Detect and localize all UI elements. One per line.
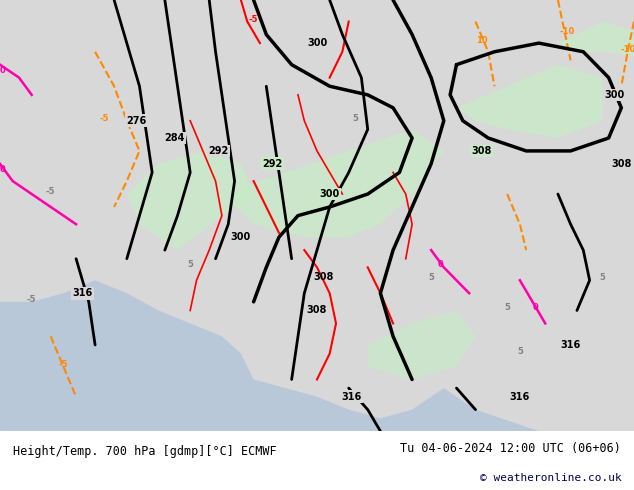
Text: 300: 300 xyxy=(320,189,340,199)
Text: 284: 284 xyxy=(164,133,184,143)
Polygon shape xyxy=(456,65,602,138)
Text: 5: 5 xyxy=(428,273,434,282)
Text: Tu 04-06-2024 12:00 UTC (06+06): Tu 04-06-2024 12:00 UTC (06+06) xyxy=(401,442,621,455)
Text: -5: -5 xyxy=(249,15,258,24)
Text: 300: 300 xyxy=(605,90,625,100)
Text: 5: 5 xyxy=(352,114,358,122)
Text: 316: 316 xyxy=(560,340,581,350)
Text: 0: 0 xyxy=(533,303,539,313)
Text: 5: 5 xyxy=(187,260,193,270)
Polygon shape xyxy=(222,129,444,237)
Text: © weatheronline.co.uk: © weatheronline.co.uk xyxy=(479,473,621,483)
Text: 316: 316 xyxy=(510,392,530,402)
Polygon shape xyxy=(127,151,254,250)
Text: 300: 300 xyxy=(231,232,251,242)
Text: 292: 292 xyxy=(262,159,283,169)
Text: -10: -10 xyxy=(620,45,634,54)
Polygon shape xyxy=(368,311,476,379)
Text: 10: 10 xyxy=(476,36,488,45)
Text: 5: 5 xyxy=(599,273,605,282)
Text: 316: 316 xyxy=(72,288,93,298)
Polygon shape xyxy=(0,0,634,431)
Text: 5: 5 xyxy=(517,346,523,356)
Text: 308: 308 xyxy=(313,272,333,282)
Text: 316: 316 xyxy=(342,392,362,402)
Text: 0: 0 xyxy=(0,166,6,174)
Text: 0: 0 xyxy=(0,66,6,75)
Text: 308: 308 xyxy=(611,159,631,169)
Polygon shape xyxy=(558,22,634,56)
Text: 308: 308 xyxy=(307,305,327,316)
Text: 308: 308 xyxy=(472,146,492,156)
Text: -5: -5 xyxy=(46,187,55,196)
Text: 5: 5 xyxy=(504,303,510,313)
Text: 300: 300 xyxy=(307,38,327,48)
Text: Height/Temp. 700 hPa [gdmp][°C] ECMWF: Height/Temp. 700 hPa [gdmp][°C] ECMWF xyxy=(13,445,276,458)
Text: 292: 292 xyxy=(209,146,229,156)
Text: 276: 276 xyxy=(126,116,146,126)
Text: 0: 0 xyxy=(437,260,444,270)
Text: -5: -5 xyxy=(27,295,36,304)
Text: -5: -5 xyxy=(59,360,68,368)
Text: -5: -5 xyxy=(100,114,109,122)
Text: -10: -10 xyxy=(560,27,575,36)
